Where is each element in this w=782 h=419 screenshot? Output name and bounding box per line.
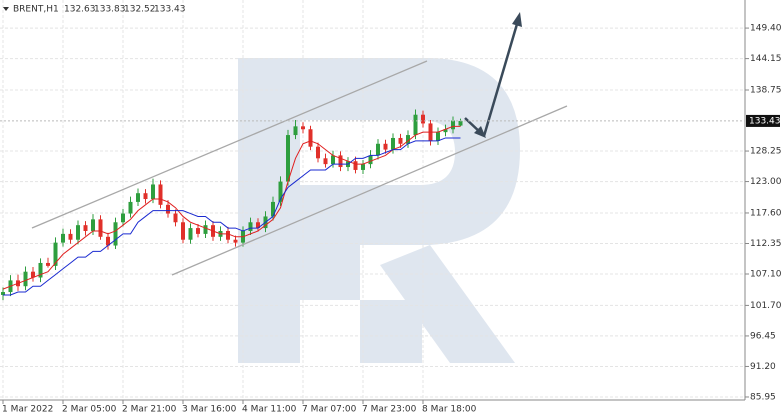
channel-upper [31, 60, 428, 229]
candle-body [248, 222, 253, 231]
candle-body [316, 146, 320, 159]
marks [1, 109, 463, 301]
candle-body [61, 233, 65, 243]
candle-body [196, 228, 200, 234]
candle-body [376, 143, 380, 156]
y-tick-label: 128.25 [750, 147, 782, 157]
candle-body [203, 225, 208, 234]
grid [0, 0, 745, 400]
y-tick-label: 117.60 [750, 208, 782, 218]
x-tick-label: 7 Mar 23:00 [362, 405, 417, 415]
candle-body [391, 137, 395, 150]
symbol: BRENT,H1 [13, 5, 59, 15]
candle-body [113, 222, 118, 246]
candle-body [173, 213, 178, 223]
candle-body [406, 135, 410, 144]
y-tick-label: 107.10 [750, 270, 782, 280]
candle-body [143, 193, 148, 200]
header: BRENT,H1 132.63 133.83 132.52 133.43 [3, 5, 186, 15]
y-tick-label: 144.15 [750, 54, 782, 64]
y-tick-label: 96.45 [750, 331, 776, 341]
indicator-line [2, 125, 461, 290]
last-price-box [746, 114, 780, 127]
dropdown-icon[interactable] [3, 7, 9, 11]
candle-body [98, 219, 103, 237]
candle-body [151, 184, 155, 200]
x-tick-label: 4 Mar 11:00 [242, 405, 297, 415]
indicator-line [3, 137, 461, 296]
candle-body [421, 114, 425, 124]
candle-body [301, 126, 305, 130]
candle-body [91, 219, 95, 231]
candle-body [53, 242, 58, 266]
x-tick-label: 8 Mar 18:00 [422, 405, 477, 415]
y-tick-label: 112.35 [750, 239, 782, 249]
candle-body [128, 201, 133, 214]
candle-body [68, 233, 73, 240]
y-tick-label: 149.40 [750, 24, 782, 34]
candle-body [1, 292, 5, 295]
candle-body [451, 120, 455, 130]
candle-body [353, 161, 358, 170]
candle-body [413, 114, 418, 136]
candle-body [38, 262, 43, 278]
x-tick-label: 1 Mar 2022 [2, 405, 53, 415]
candle-body [338, 155, 343, 168]
candle-body [308, 129, 313, 147]
candle-body [158, 184, 163, 205]
candle-body [361, 164, 365, 170]
y-tick-label: 138.75 [750, 86, 782, 96]
x-tick-label: 7 Mar 07:00 [302, 405, 357, 415]
candle-body [271, 201, 275, 217]
candle-body [323, 158, 328, 165]
candle-body [383, 143, 388, 150]
candle-body [256, 222, 260, 229]
candle-body [278, 181, 283, 202]
candle-body [436, 132, 440, 141]
candle-body [76, 225, 80, 240]
candle-body [46, 262, 50, 266]
x-tick-label: 2 Mar 05:00 [62, 405, 117, 415]
last-price-label: 133.43 [749, 116, 781, 126]
header-low: 132.52 [124, 5, 156, 15]
candle-body [106, 236, 110, 246]
watermark [238, 58, 520, 363]
candle-body [136, 193, 140, 202]
x-tick-label: 2 Mar 21:00 [122, 405, 177, 415]
candle-body [443, 129, 448, 133]
candle-body [293, 126, 298, 136]
candle-body [166, 204, 170, 214]
y-tick-label: 101.70 [750, 301, 782, 311]
forecast-arrows [464, 12, 522, 138]
candle-body [286, 135, 290, 182]
candle-body [458, 120, 463, 126]
candle-body [121, 213, 125, 223]
candle-body [368, 155, 373, 165]
candle-body [233, 239, 238, 243]
y-tick-label: 123.00 [750, 177, 782, 187]
candle-body [23, 271, 28, 287]
candle-body [398, 137, 403, 144]
channel-lower [171, 105, 568, 276]
candle-body [181, 222, 185, 240]
candle-body [188, 228, 193, 240]
candle-body [31, 271, 35, 278]
header-high: 133.83 [94, 5, 126, 15]
header-close: 133.43 [154, 5, 186, 15]
header-open: 132.63 [64, 5, 96, 15]
candle-body [226, 230, 230, 240]
y-tick-label: 91.20 [750, 362, 776, 372]
candle-body [331, 155, 335, 165]
candle-body [83, 225, 88, 231]
x-tick-label: 3 Mar 16:00 [182, 405, 237, 415]
y-tick-label: 85.95 [750, 392, 776, 402]
